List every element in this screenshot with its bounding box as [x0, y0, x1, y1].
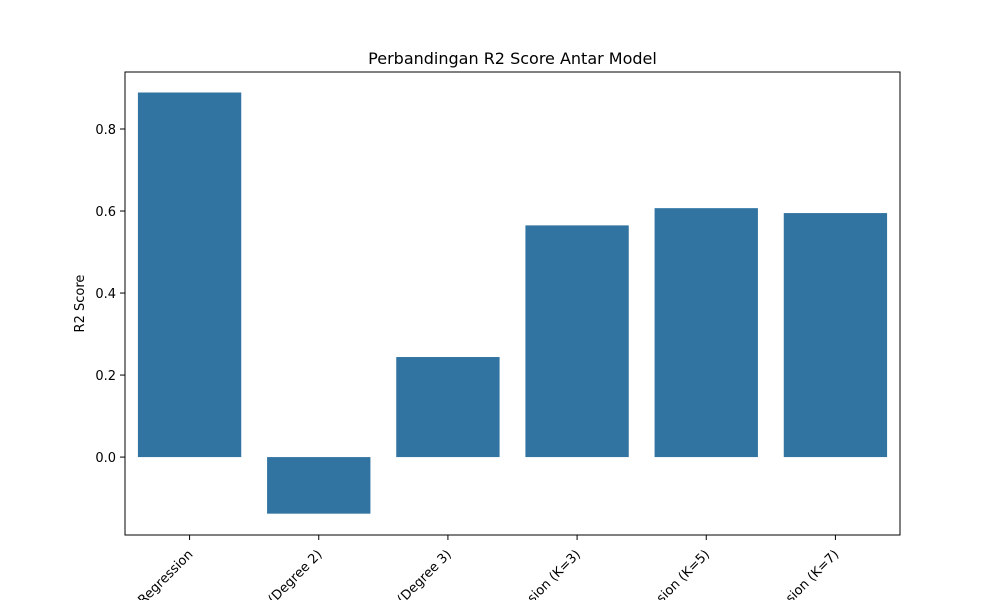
bar-5	[783, 213, 888, 458]
bar-1	[267, 457, 371, 514]
bar-3	[525, 225, 629, 458]
bar-2	[396, 357, 500, 458]
y-tick-label-2: 0.4	[95, 287, 116, 302]
y-tick-label-3: 0.6	[95, 205, 116, 220]
y-axis-label: R2 Score	[73, 275, 88, 333]
bars	[137, 92, 888, 514]
y-axis: 0.0 0.2 0.4 0.6 0.8	[95, 123, 125, 466]
bar-0	[137, 92, 242, 458]
y-tick-label-1: 0.2	[95, 369, 116, 384]
plot-frame	[124, 71, 901, 536]
bar-4	[654, 208, 758, 458]
y-tick-label-0: 0.0	[95, 451, 116, 466]
chart-title: Perbandingan R2 Score Antar Model	[368, 49, 657, 68]
y-tick-label-4: 0.8	[95, 123, 116, 138]
